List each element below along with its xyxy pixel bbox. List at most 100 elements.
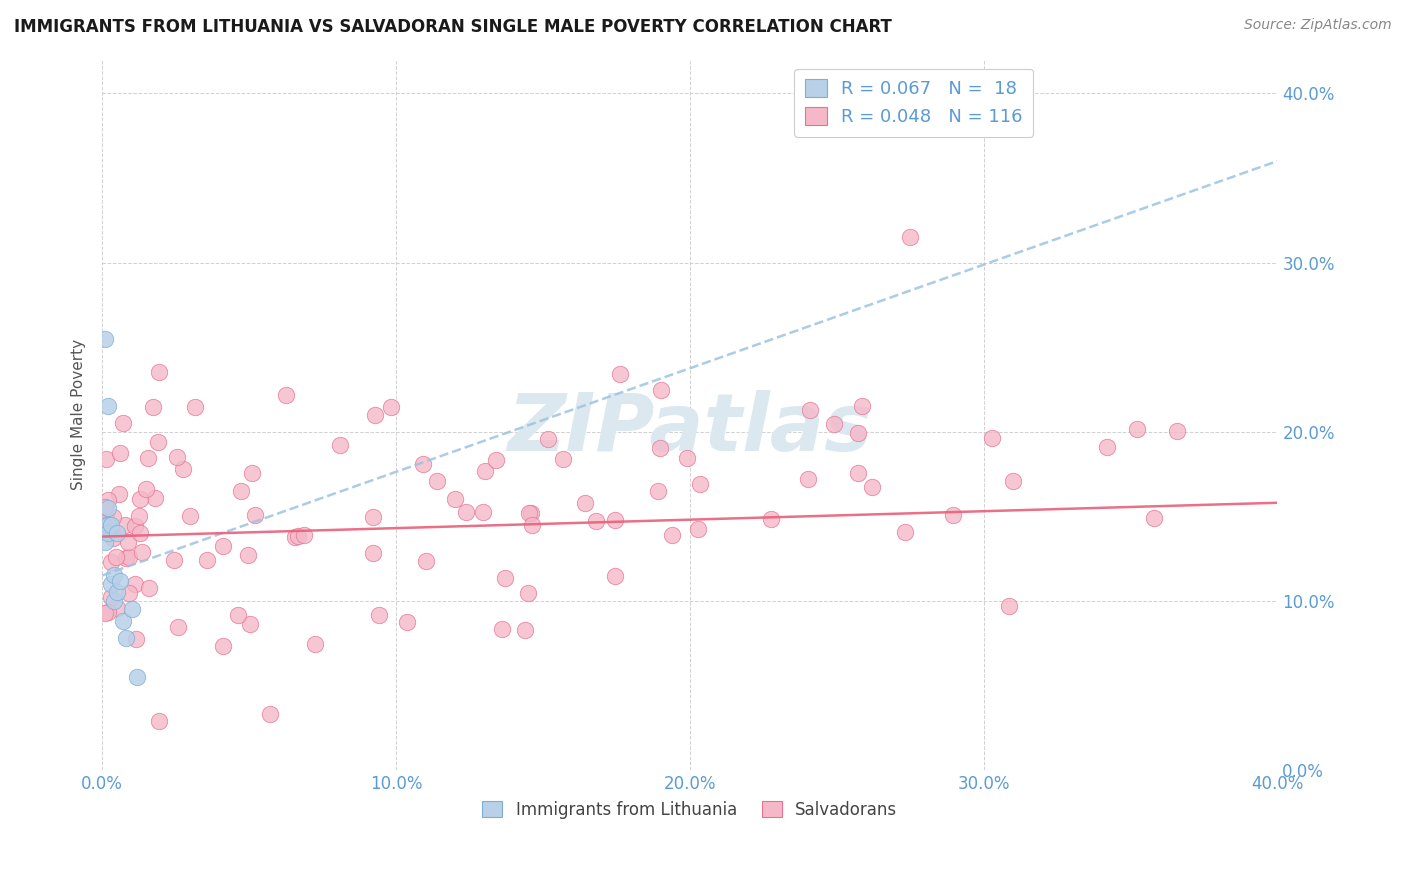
- Point: [361, 547, 384, 561]
- Point: [124, 519, 146, 533]
- Point: [121, 602, 143, 616]
- Point: [101, 531, 124, 545]
- Point: [229, 483, 252, 498]
- Point: [609, 368, 631, 382]
- Point: [96, 523, 118, 537]
- Point: [117, 535, 139, 549]
- Point: [138, 581, 160, 595]
- Point: [166, 620, 188, 634]
- Point: [114, 631, 136, 645]
- Point: [474, 464, 496, 478]
- Point: [100, 517, 122, 532]
- Point: [415, 554, 437, 568]
- Point: [520, 518, 543, 533]
- Point: [97, 500, 120, 515]
- Point: [236, 548, 259, 562]
- Point: [212, 639, 235, 653]
- Point: [148, 714, 170, 728]
- Point: [472, 505, 495, 519]
- Point: [125, 632, 148, 647]
- Point: [97, 526, 120, 541]
- Point: [240, 466, 263, 480]
- Point: [898, 230, 921, 244]
- Point: [284, 530, 307, 544]
- Point: [239, 616, 262, 631]
- Point: [129, 491, 152, 506]
- Point: [143, 491, 166, 506]
- Point: [304, 637, 326, 651]
- Point: [108, 574, 131, 588]
- Point: [228, 607, 250, 622]
- Point: [380, 400, 402, 414]
- Point: [136, 451, 159, 466]
- Point: [105, 526, 128, 541]
- Point: [368, 607, 391, 622]
- Point: [128, 508, 150, 523]
- Point: [97, 400, 120, 414]
- Point: [94, 606, 117, 620]
- Point: [516, 586, 538, 600]
- Point: [97, 605, 120, 619]
- Point: [105, 601, 128, 615]
- Point: [605, 569, 627, 583]
- Point: [1126, 422, 1149, 436]
- Point: [851, 399, 873, 413]
- Point: [329, 438, 352, 452]
- Point: [94, 519, 117, 533]
- Point: [1095, 440, 1118, 454]
- Y-axis label: Single Male Poverty: Single Male Poverty: [72, 339, 86, 491]
- Point: [94, 332, 117, 346]
- Text: Source: ZipAtlas.com: Source: ZipAtlas.com: [1244, 18, 1392, 32]
- Point: [127, 670, 149, 684]
- Point: [172, 462, 194, 476]
- Point: [364, 408, 387, 422]
- Point: [94, 500, 117, 515]
- Point: [942, 508, 965, 523]
- Point: [412, 457, 434, 471]
- Point: [124, 577, 146, 591]
- Point: [426, 475, 449, 489]
- Point: [454, 505, 477, 519]
- Point: [485, 452, 508, 467]
- Point: [184, 400, 207, 414]
- Point: [103, 594, 125, 608]
- Point: [647, 483, 669, 498]
- Point: [759, 512, 782, 526]
- Point: [163, 553, 186, 567]
- Point: [585, 514, 607, 528]
- Point: [94, 511, 117, 525]
- Point: [846, 425, 869, 440]
- Point: [118, 549, 141, 564]
- Point: [111, 614, 134, 628]
- Point: [661, 528, 683, 542]
- Point: [796, 472, 818, 486]
- Point: [115, 551, 138, 566]
- Point: [574, 496, 596, 510]
- Point: [100, 555, 122, 569]
- Point: [118, 585, 141, 599]
- Point: [100, 590, 122, 604]
- Text: ZIPatlas: ZIPatlas: [508, 390, 872, 468]
- Point: [688, 522, 710, 536]
- Text: IMMIGRANTS FROM LITHUANIA VS SALVADORAN SINGLE MALE POVERTY CORRELATION CHART: IMMIGRANTS FROM LITHUANIA VS SALVADORAN …: [14, 18, 891, 36]
- Point: [100, 577, 122, 591]
- Point: [129, 526, 152, 541]
- Point: [517, 506, 540, 520]
- Point: [894, 524, 917, 539]
- Point: [274, 387, 297, 401]
- Point: [998, 599, 1021, 613]
- Point: [846, 467, 869, 481]
- Point: [107, 487, 129, 501]
- Point: [103, 568, 125, 582]
- Point: [142, 400, 165, 414]
- Point: [114, 518, 136, 533]
- Point: [131, 544, 153, 558]
- Point: [650, 442, 672, 456]
- Point: [689, 477, 711, 491]
- Point: [799, 403, 821, 417]
- Point: [135, 482, 157, 496]
- Point: [243, 508, 266, 522]
- Point: [105, 585, 128, 599]
- Point: [520, 507, 543, 521]
- Point: [97, 493, 120, 508]
